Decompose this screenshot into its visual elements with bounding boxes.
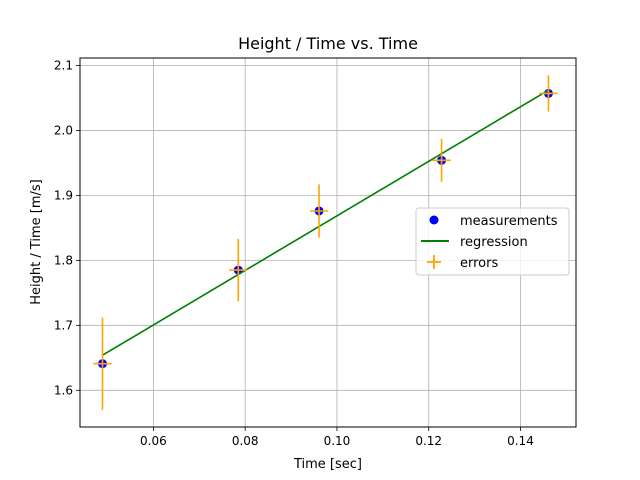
x-tick-label: 0.12: [415, 434, 442, 448]
y-tick-label: 1.7: [54, 318, 73, 332]
x-tick-label: 0.14: [507, 434, 534, 448]
legend-measurements-label: measurements: [460, 214, 558, 229]
y-axis-label: Height / Time [m/s]: [29, 179, 44, 305]
legend-measurements-marker: [429, 215, 439, 225]
y-tick-label: 1.8: [54, 253, 73, 267]
grid: [80, 58, 576, 427]
y-tick-label: 1.6: [54, 383, 73, 397]
chart-title: Height / Time vs. Time: [238, 34, 418, 53]
plot-frame: [79, 57, 577, 428]
y-tick-label: 2.1: [54, 58, 73, 72]
x-tick-label: 0.06: [140, 434, 167, 448]
legend-errors-label: errors: [460, 256, 498, 271]
x-axis-label: Time [sec]: [293, 457, 362, 472]
plot-data: [93, 75, 558, 410]
legend-regression-label: regression: [460, 235, 528, 250]
axes: 0.06 0.08 0.10 0.12 0.14 1.6 1.7 1.8 1.9 2.0 2.1: [54, 58, 534, 448]
legend-box: [415, 207, 570, 276]
x-tick-label: 0.08: [232, 434, 259, 448]
y-tick-label: 1.9: [54, 188, 73, 202]
y-tick-label: 2.0: [54, 123, 73, 137]
x-tick-label: 0.10: [324, 434, 351, 448]
legend: measurements regression errors: [415, 207, 570, 276]
regression-line: [102, 89, 549, 356]
